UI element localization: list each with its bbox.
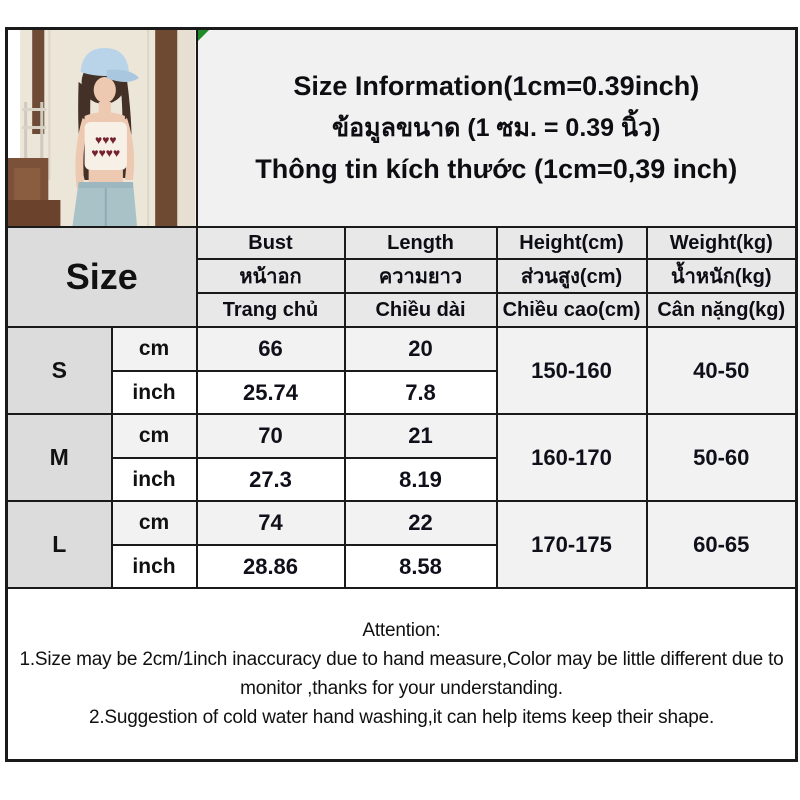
photo-cell: ♥♥♥ ♥♥♥♥ xyxy=(5,27,198,228)
unit-inch-label: inch xyxy=(110,544,198,589)
size-l-label: L xyxy=(5,500,113,589)
cell-s-length-inch: 7.8 xyxy=(343,370,498,415)
cell-s-bust-inch: 25.74 xyxy=(195,370,346,415)
svg-text:♥♥♥: ♥♥♥ xyxy=(95,133,117,147)
cell-l-bust-inch: 28.86 xyxy=(195,544,346,589)
unit-inch-label: inch xyxy=(110,370,198,415)
size-column-header: Size xyxy=(5,226,198,328)
cell-m-bust-inch: 27.3 xyxy=(195,457,346,502)
cell-l-length-inch: 8.58 xyxy=(343,544,498,589)
unit-cm-label: cm xyxy=(110,413,198,459)
cell-s-bust-cm: 66 xyxy=(195,326,346,372)
unit-cm-label: cm xyxy=(110,500,198,546)
cell-s-length-cm: 20 xyxy=(343,326,498,372)
attention-item-2: 2.Suggestion of cold water hand washing,… xyxy=(88,707,715,728)
header-height-vi: Chiều cao(cm) xyxy=(495,292,648,328)
title-vietnamese: Thông tin kích thước (1cm=0,39 inch) xyxy=(255,154,738,184)
title-cell: Size Information(1cm=0.39inch) ข้อมูลขนา… xyxy=(195,27,798,228)
cell-m-weight: 50-60 xyxy=(645,413,798,502)
cell-m-bust-cm: 70 xyxy=(195,413,346,459)
attention-section: Attention: 1.Size may be 2cm/1inch inacc… xyxy=(5,587,798,762)
cell-m-height: 160-170 xyxy=(495,413,648,502)
header-bust-th: หน้าอก xyxy=(195,258,346,294)
model-photo: ♥♥♥ ♥♥♥♥ xyxy=(8,30,195,226)
title-thai: ข้อมูลขนาด (1 ซม. = 0.39 นิ้ว) xyxy=(332,114,661,142)
header-weight-th: น้ำหนัก(kg) xyxy=(645,258,798,294)
header-length-vi: Chiều dài xyxy=(343,292,498,328)
size-s-label: S xyxy=(5,326,113,415)
unit-cm-label: cm xyxy=(110,326,198,372)
cell-l-weight: 60-65 xyxy=(645,500,798,589)
header-length-th: ความยาว xyxy=(343,258,498,294)
cell-s-weight: 40-50 xyxy=(645,326,798,415)
header-weight-en: Weight(kg) xyxy=(645,226,798,260)
size-m-label: M xyxy=(5,413,113,502)
svg-text:♥♥♥♥: ♥♥♥♥ xyxy=(91,146,120,160)
header-height-th: ส่วนสูง(cm) xyxy=(495,258,648,294)
title-english: Size Information(1cm=0.39inch) xyxy=(293,71,700,101)
attention-heading: Attention: xyxy=(362,620,441,641)
header-length-en: Length xyxy=(343,226,498,260)
cell-l-length-cm: 22 xyxy=(343,500,498,546)
header-bust-en: Bust xyxy=(195,226,346,260)
size-chart-table: ♥♥♥ ♥♥♥♥ Size Information(1cm=0.39inch) … xyxy=(5,27,799,762)
cell-m-length-cm: 21 xyxy=(343,413,498,459)
cell-m-length-inch: 8.19 xyxy=(343,457,498,502)
header-weight-vi: Cân nặng(kg) xyxy=(645,292,798,328)
cell-l-height: 170-175 xyxy=(495,500,648,589)
header-bust-vi: Trang chủ xyxy=(195,292,346,328)
cell-note-triangle-icon xyxy=(198,30,209,41)
attention-item-1: 1.Size may be 2cm/1inch inaccuracy due t… xyxy=(19,649,784,699)
header-height-en: Height(cm) xyxy=(495,226,648,260)
cell-l-bust-cm: 74 xyxy=(195,500,346,546)
cell-s-height: 150-160 xyxy=(495,326,648,415)
unit-inch-label: inch xyxy=(110,457,198,502)
